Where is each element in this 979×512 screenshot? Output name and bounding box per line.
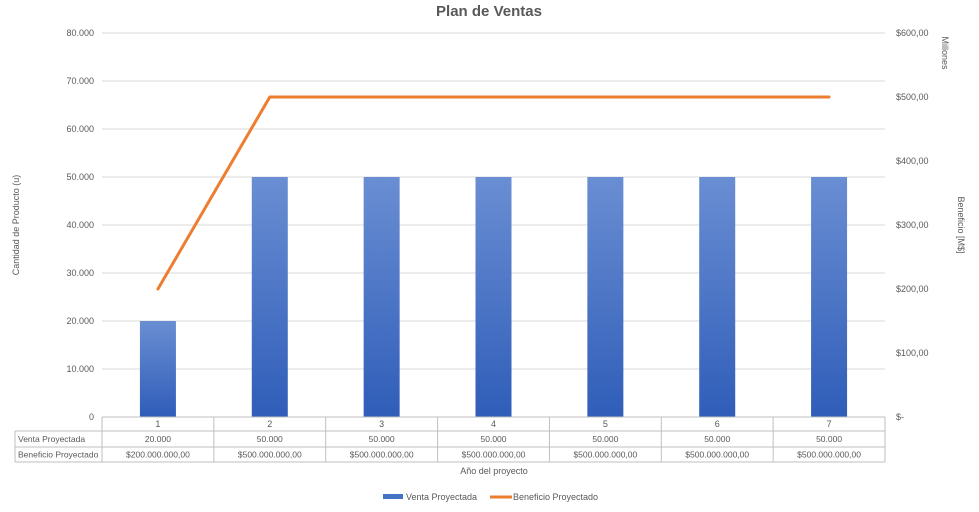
- table-cell: 50.000: [481, 434, 507, 444]
- x-tick-label: 7: [827, 419, 832, 429]
- x-axis-label: Año del proyecto: [460, 466, 528, 476]
- x-tick-label: 1: [155, 419, 160, 429]
- y-left-tick-label: 50.000: [66, 172, 94, 182]
- table-row-header: Beneficio Proyectado: [18, 450, 99, 460]
- y-axis-right-label: Beneficio [M$]: [956, 196, 966, 253]
- line-series-beneficio-proyectado: [156, 95, 831, 291]
- y-left-tick-label: 80.000: [66, 28, 94, 38]
- bar-venta-proyectada: [699, 177, 736, 417]
- legend-swatch-venta-proyectada: [383, 494, 403, 499]
- data-table: 1 2 3 4 5 6 7 Venta Proyectada 20.000 50.000 50.00…: [14, 416, 886, 463]
- table-cell: 50.000: [592, 434, 618, 444]
- y-right-tick-label: $100,00: [896, 348, 929, 358]
- y-left-tick-label: 40.000: [66, 220, 94, 230]
- y-right-tick-label: $-: [896, 412, 904, 422]
- y-right-tick-label: $400,00: [896, 156, 929, 166]
- y-left-tick-label: 60.000: [66, 124, 94, 134]
- legend-label-venta-proyectada: Venta Proyectada: [406, 492, 477, 502]
- legend: Venta Proyectada Beneficio Proyectado: [383, 492, 598, 502]
- bar-venta-proyectada: [251, 177, 288, 417]
- table-cell: 50.000: [704, 434, 730, 444]
- table-cell: $500.000.000,00: [462, 450, 526, 460]
- y-left-tick-label: 0: [89, 412, 94, 422]
- y-left-tick-label: 70.000: [66, 76, 94, 86]
- bar-series-venta-proyectada: [139, 177, 848, 417]
- y-axis-right-ticks: $- $100,00 $200,00 $300,00 $400,00 $500,00 $60…: [896, 28, 929, 422]
- y-right-tick-label: $500,00: [896, 92, 929, 102]
- x-tick-label: 3: [379, 419, 384, 429]
- chart-title: Plan de Ventas: [436, 3, 542, 20]
- table-cell: 50.000: [816, 434, 842, 444]
- bar-venta-proyectada: [475, 177, 512, 417]
- y-left-tick-label: 10.000: [66, 364, 94, 374]
- y-right-tick-label: $300,00: [896, 220, 929, 230]
- x-tick-label: 5: [603, 419, 608, 429]
- y-left-tick-label: 20.000: [66, 316, 94, 326]
- table-cell: 20.000: [145, 434, 171, 444]
- bar-venta-proyectada: [587, 177, 624, 417]
- table-cell: $500.000.000,00: [573, 450, 637, 460]
- y-axis-right-unit-label: Millones: [940, 36, 950, 70]
- table-cell: $200.000.000,00: [126, 450, 190, 460]
- table-cell: 50.000: [257, 434, 283, 444]
- x-tick-label: 4: [491, 419, 496, 429]
- bar-venta-proyectada: [363, 177, 400, 417]
- bar-venta-proyectada: [811, 177, 848, 417]
- y-axis-left-label: Cantidad de Producto (u): [11, 175, 21, 276]
- table-cell: $500.000.000,00: [685, 450, 749, 460]
- table-cell: 50.000: [369, 434, 395, 444]
- y-right-tick-label: $600,00: [896, 28, 929, 38]
- table-row-header: Venta Proyectada: [18, 434, 85, 444]
- x-tick-label: 2: [267, 419, 272, 429]
- y-right-tick-label: $200,00: [896, 284, 929, 294]
- y-left-tick-label: 30.000: [66, 268, 94, 278]
- table-cell: $500.000.000,00: [350, 450, 414, 460]
- table-cell: $500.000.000,00: [238, 450, 302, 460]
- x-tick-label: 6: [715, 419, 720, 429]
- legend-label-beneficio-proyectado: Beneficio Proyectado: [513, 492, 598, 502]
- table-cell: $500.000.000,00: [797, 450, 861, 460]
- bar-venta-proyectada: [139, 321, 176, 417]
- y-axis-left-ticks: 0 10.000 20.000 30.000 40.000 50.000 60.000 70.…: [66, 28, 94, 422]
